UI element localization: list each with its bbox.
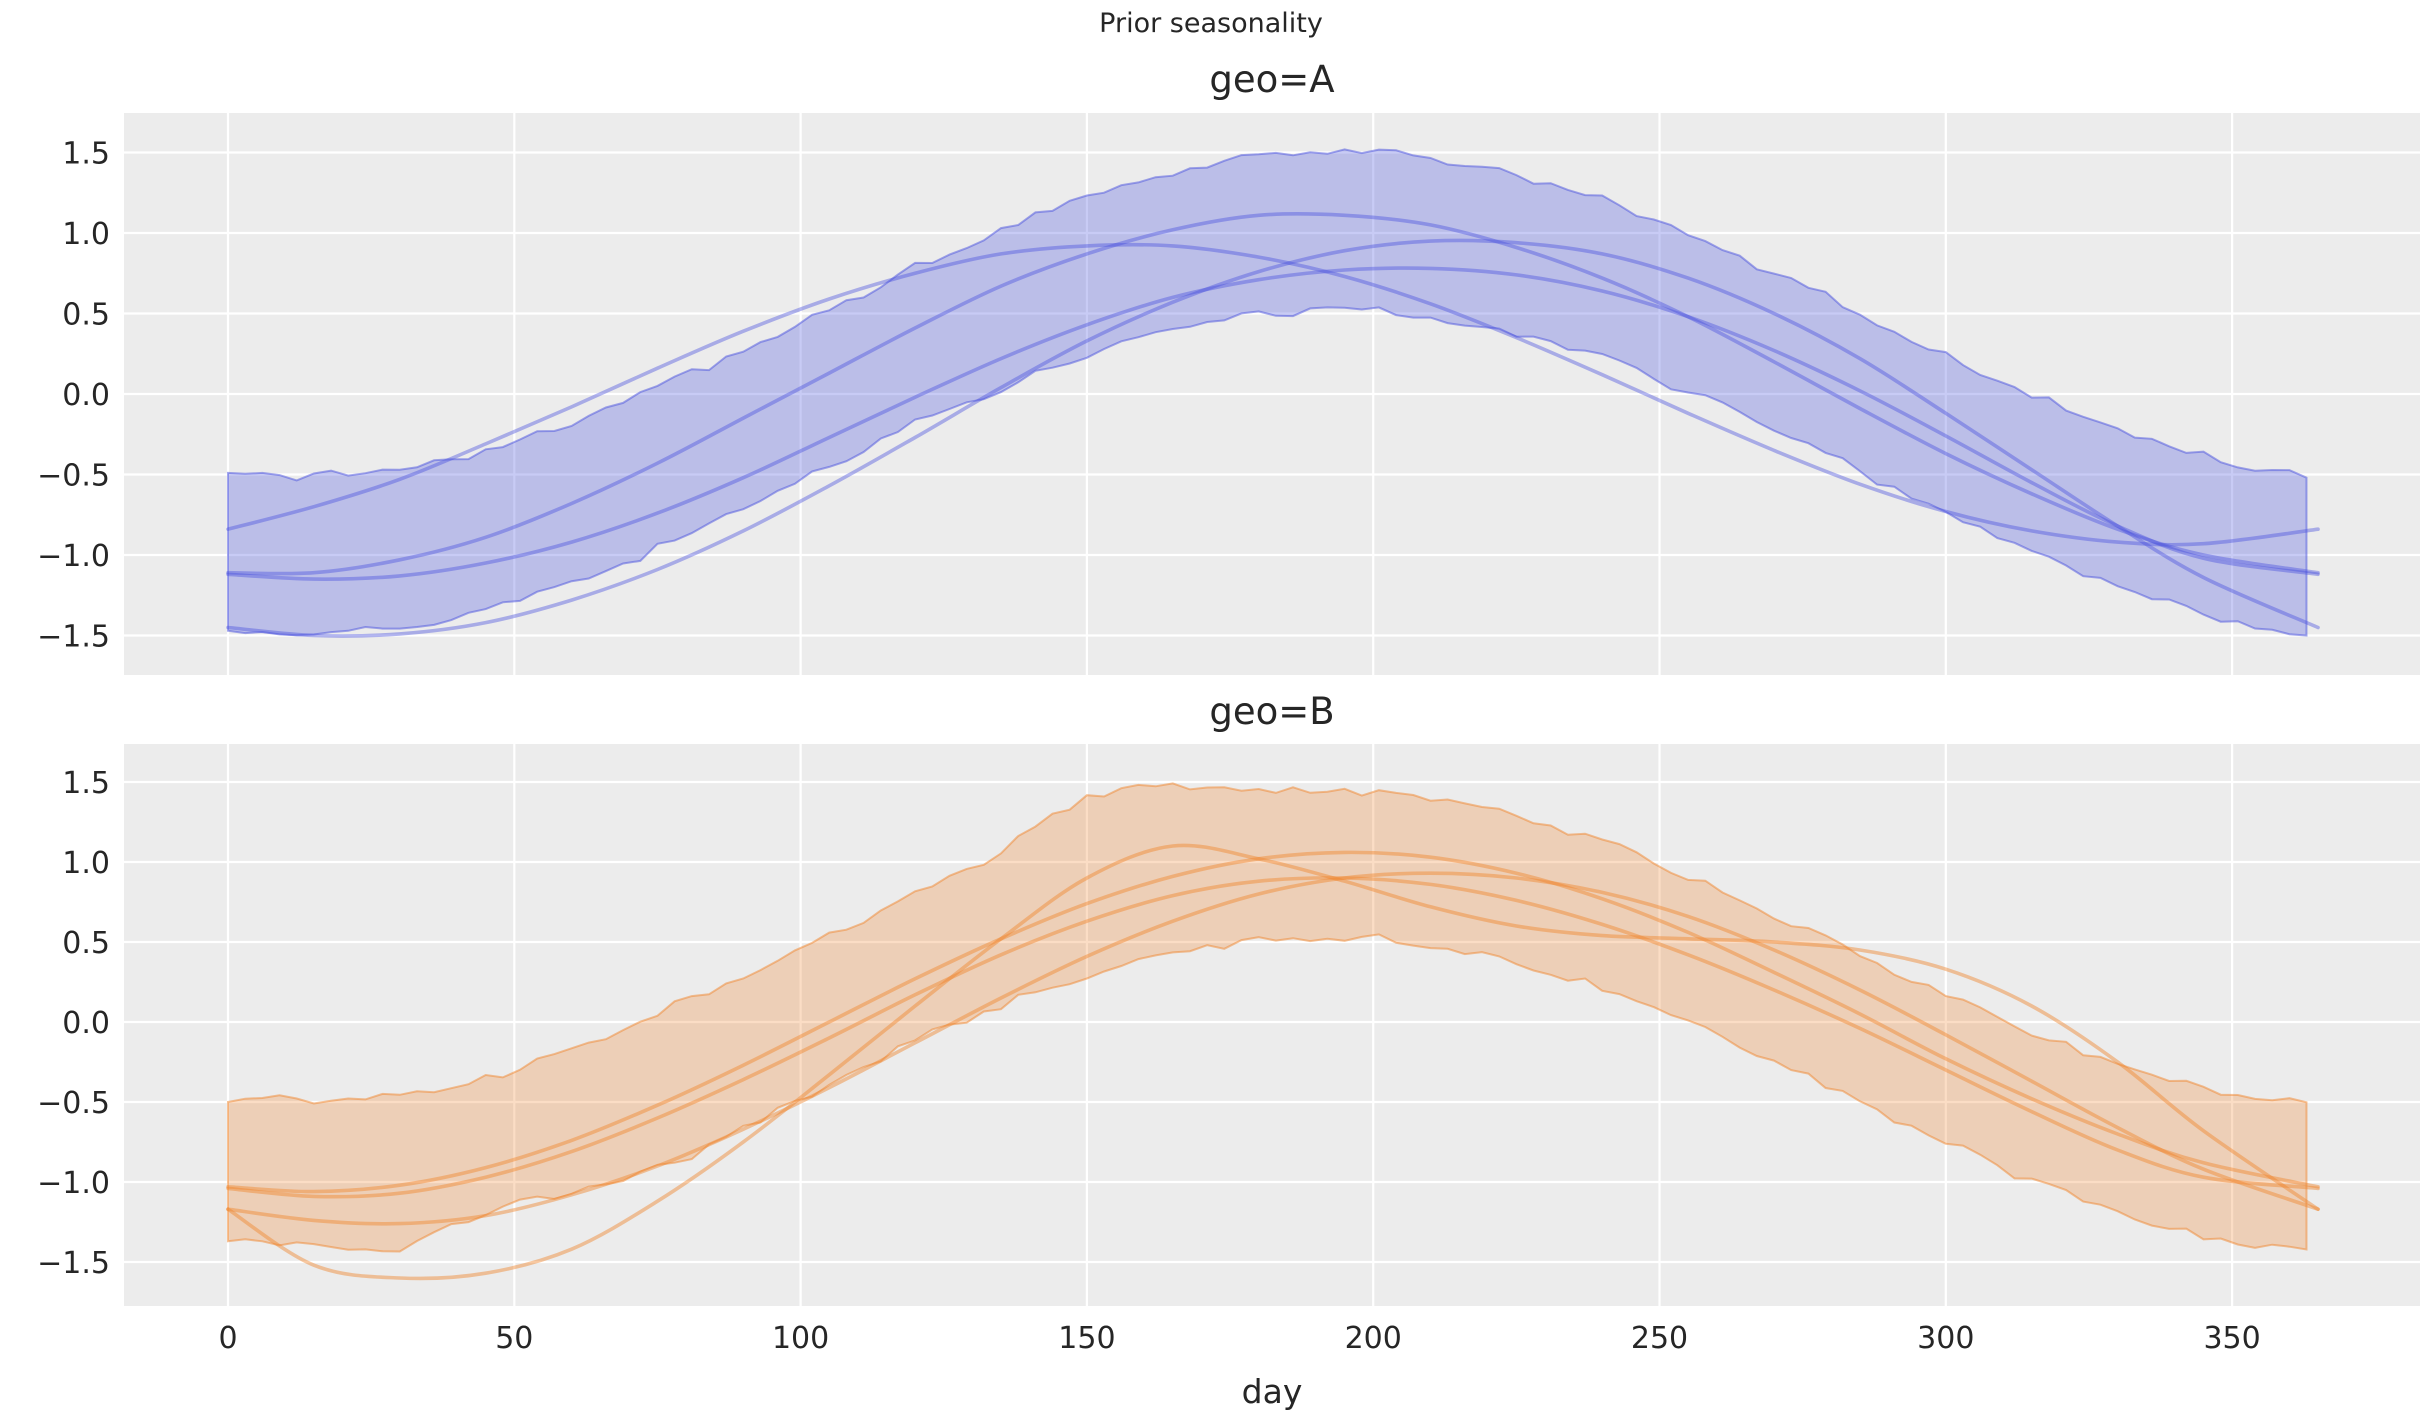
y-tick-label-geo-a: 0.5	[62, 298, 110, 333]
sample-line-geo-a-3	[226, 238, 2320, 638]
figure-title: Prior seasonality	[1099, 8, 1323, 39]
subplot-title-geo-b: geo=B	[1209, 690, 1335, 733]
y-tick-label-geo-b: −1.0	[37, 1166, 110, 1201]
sample-line-geo-a-4	[226, 266, 2320, 581]
x-tick-label: 200	[1345, 1321, 1402, 1356]
x-tick-label: 0	[218, 1321, 237, 1356]
sample-line-geo-a-2	[226, 212, 2320, 576]
sample-line-geo-b-4	[226, 876, 2320, 1199]
y-tick-label-geo-a: 1.5	[62, 137, 110, 172]
y-tick-label-geo-a: −0.5	[37, 459, 110, 494]
y-tick-label-geo-a: 0.0	[62, 378, 110, 413]
y-tick-label-geo-b: 0.5	[62, 926, 110, 961]
plot-area-geo-b	[124, 744, 2420, 1306]
x-tick-label: 250	[1631, 1321, 1688, 1356]
y-tick-label-geo-b: −1.5	[37, 1246, 110, 1281]
sample-line-geo-a-1	[226, 242, 2320, 547]
x-axis-label: day	[1241, 1372, 1303, 1411]
y-tick-label-geo-b: 1.5	[62, 766, 110, 801]
sample-line-geo-b-2	[226, 871, 2320, 1226]
x-tick-label: 100	[772, 1321, 829, 1356]
uncertainty-band-geo-b	[227, 782, 2308, 1253]
x-tick-label: 50	[495, 1321, 533, 1356]
y-tick-label-geo-b: −0.5	[37, 1086, 110, 1121]
x-tick-label: 350	[2203, 1321, 2260, 1356]
sample-line-geo-b-3	[226, 843, 2320, 1281]
sample-line-geo-b-1	[226, 850, 2320, 1194]
subplot-title-geo-a: geo=A	[1209, 58, 1335, 101]
y-tick-label-geo-a: −1.5	[37, 620, 110, 655]
y-tick-label-geo-b: 1.0	[62, 846, 110, 881]
x-tick-label: 150	[1058, 1321, 1115, 1356]
y-tick-label-geo-b: 0.0	[62, 1006, 110, 1041]
y-tick-label-geo-a: −1.0	[37, 539, 110, 574]
x-tick-label: 300	[1917, 1321, 1974, 1356]
y-tick-label-geo-a: 1.0	[62, 217, 110, 252]
uncertainty-band-geo-a	[227, 148, 2308, 637]
